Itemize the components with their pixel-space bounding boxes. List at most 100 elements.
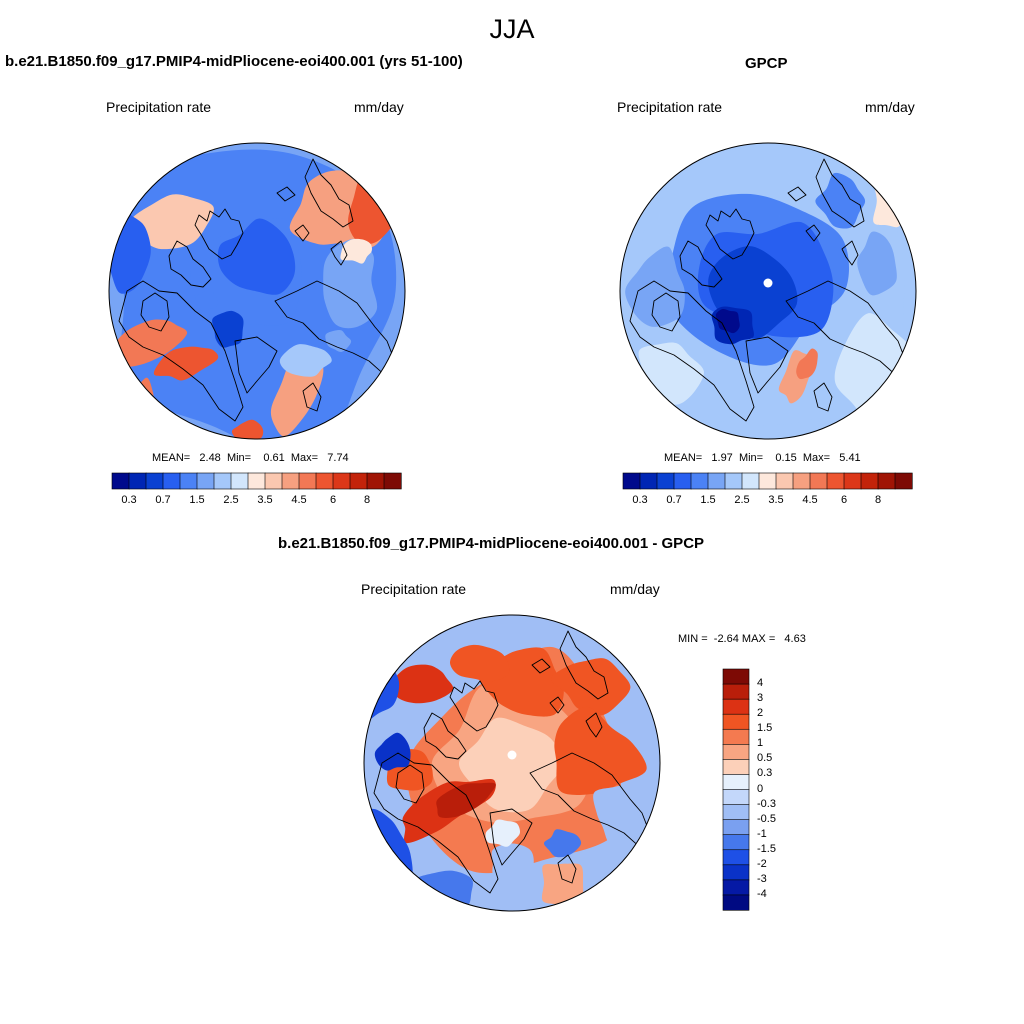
colorbar-swatch (809, 472, 828, 490)
colorbar-swatch (690, 472, 709, 490)
coastline-kamchatka (302, 382, 322, 412)
colorbar-swatch (162, 472, 181, 490)
colorbar-tick-label: 0.7 (666, 494, 682, 506)
panel2-units: mm/day (865, 99, 915, 115)
panel3-title: b.e21.B1850.f09_g17.PMIP4-midPliocene-eo… (278, 535, 705, 552)
colorbar-swatch (707, 472, 726, 490)
coastline-canada-arctic (168, 240, 212, 288)
colorbar-swatch (673, 472, 692, 490)
colorbar-tick-label: 6 (329, 494, 337, 506)
colorbar-swatch (722, 879, 750, 896)
colorbar-swatch (128, 472, 147, 490)
precip-region (796, 348, 818, 380)
map-frame (619, 142, 917, 440)
colorbar-tick-label: -3 (757, 872, 767, 885)
colorbar-swatch (722, 668, 750, 685)
precip-region (325, 329, 352, 353)
colorbar-tick-label: -0.3 (757, 797, 776, 810)
colorbar-tick-label: 1.5 (757, 722, 773, 735)
colorbar-swatch (656, 472, 675, 490)
colorbar-swatch (145, 472, 164, 490)
colorbar-swatch (722, 683, 750, 700)
colorbar-swatch (722, 789, 750, 806)
coastline-svalbard (294, 224, 310, 242)
min-value: 0.61 (263, 452, 285, 464)
precip-region (593, 784, 654, 848)
min-label: Min= (226, 452, 252, 464)
coastline-hudson (395, 764, 425, 804)
precip-region (551, 658, 631, 716)
precip-region (374, 732, 411, 771)
coastline-alaska (234, 336, 278, 394)
max-label: Max= (290, 452, 319, 464)
colorbar-swatch (281, 472, 300, 490)
colorbar-tick-label: 2.5 (734, 494, 750, 506)
max-value: 5.41 (839, 452, 861, 464)
colorbar-swatch (349, 472, 368, 490)
colorbar-swatch (775, 472, 794, 490)
precip-region (217, 218, 296, 295)
coastline-north-america (118, 280, 244, 422)
coastline-greenland (449, 680, 499, 732)
colorbar-tick-label: 0.5 (757, 752, 773, 765)
min-label: Min= (738, 452, 764, 464)
precip-region (195, 289, 218, 313)
colorbar-tick-label: 0 (757, 782, 764, 795)
coastline-alaska (745, 336, 789, 394)
precip-region (110, 319, 188, 367)
precip-region (449, 644, 510, 682)
coastline-alaska (489, 808, 533, 866)
colorbar-swatch (722, 804, 750, 821)
colorbar-swatch (383, 472, 402, 490)
min-value: -2.64 (713, 633, 739, 645)
precip-region (857, 231, 897, 296)
map-frame (363, 614, 661, 912)
coastline-hudson (651, 292, 681, 332)
colorbar-swatch (332, 472, 351, 490)
colorbar-swatch (894, 472, 913, 490)
colorbar-swatch (722, 728, 750, 745)
colorbar-tick-label: 0.3 (121, 494, 137, 506)
colorbar-tick-label: 1.5 (700, 494, 716, 506)
colorbar-swatch (877, 472, 896, 490)
colorbar-swatch (724, 472, 743, 490)
colorbar-tick-label: 0.3 (757, 767, 773, 780)
mean-value: 1.97 (711, 452, 733, 464)
colorbar-swatch (213, 472, 232, 490)
coastline-svalbard (549, 696, 565, 714)
colorbar-tick-label: 2.5 (223, 494, 239, 506)
precip-region (873, 167, 916, 228)
panel3-polar-map (363, 614, 661, 912)
precip-region (485, 819, 521, 847)
colorbar-tick-label: 4.5 (802, 494, 818, 506)
colorbar-tick-label: 3.5 (257, 494, 273, 506)
panel1-title: b.e21.B1850.f09_g17.PMIP4-midPliocene-eo… (5, 53, 463, 70)
colorbar-swatch (722, 849, 750, 866)
coastline-hudson (140, 292, 170, 332)
coastline-canada-arctic (679, 240, 723, 288)
precip-region (715, 308, 740, 334)
colorbar-swatch (111, 472, 130, 490)
panel1-stats: MEAN= 2.48 Min= 0.61 Max= 7.74 (152, 452, 349, 464)
coastline-iceland (787, 186, 807, 202)
coastline-kamchatka (813, 382, 833, 412)
mean-label: MEAN= (664, 452, 703, 464)
colorbar-swatch (622, 472, 641, 490)
panel1-units: mm/day (354, 99, 404, 115)
precip-region (348, 166, 404, 245)
colorbar-swatch (758, 472, 777, 490)
precip-region (212, 310, 244, 348)
coastline-canada-arctic (423, 712, 467, 760)
precip-region (340, 238, 372, 264)
coastline-scandinavia (304, 158, 354, 228)
colorbar-tick-label: 1 (757, 737, 764, 750)
coastline-greenland (705, 208, 755, 260)
panel2-colorbar (622, 472, 913, 490)
coastline-iceland (276, 186, 296, 202)
precip-region (436, 782, 496, 818)
precip-region (231, 419, 264, 439)
colorbar-swatch (722, 819, 750, 836)
precip-region (123, 377, 154, 417)
mean-label: MEAN= (152, 452, 191, 464)
colorbar-swatch (639, 472, 658, 490)
